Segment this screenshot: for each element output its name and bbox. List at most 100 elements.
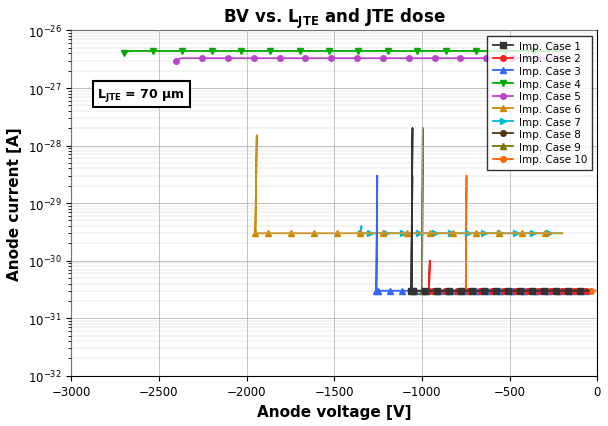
Imp. Case 1	[585, 288, 592, 294]
Imp. Case 10	[593, 288, 600, 294]
Imp. Case 4	[120, 52, 128, 57]
Imp. Case 1	[409, 288, 416, 294]
Imp. Case 5	[178, 57, 185, 62]
Imp. Case 9	[516, 288, 523, 294]
Line: Imp. Case 3: Imp. Case 3	[373, 173, 592, 294]
Imp. Case 9	[523, 288, 531, 294]
Imp. Case 7	[358, 224, 365, 229]
Imp. Case 7	[452, 231, 459, 236]
Line: Imp. Case 5: Imp. Case 5	[174, 56, 565, 64]
Imp. Case 8	[519, 288, 527, 294]
Imp. Case 10	[558, 288, 565, 294]
Imp. Case 9	[418, 288, 426, 294]
Imp. Case 10	[506, 288, 513, 294]
Line: Imp. Case 4: Imp. Case 4	[121, 49, 565, 57]
Imp. Case 5	[402, 57, 410, 62]
Imp. Case 2	[459, 288, 466, 294]
Line: Imp. Case 6: Imp. Case 6	[252, 133, 565, 236]
Imp. Case 6	[510, 231, 517, 236]
Imp. Case 3	[424, 288, 432, 294]
Imp. Case 8	[409, 288, 416, 294]
Imp. Case 4	[519, 49, 527, 55]
Imp. Case 6	[559, 231, 566, 236]
Imp. Case 3	[373, 288, 380, 294]
Imp. Case 9	[420, 288, 427, 294]
Imp. Case 3	[537, 288, 545, 294]
Imp. Case 1	[408, 288, 415, 294]
Imp. Case 2	[443, 288, 450, 294]
Imp. Case 9	[514, 288, 521, 294]
Imp. Case 2	[426, 288, 433, 294]
Imp. Case 1	[558, 288, 565, 294]
Imp. Case 10	[592, 288, 599, 294]
Imp. Case 3	[373, 288, 380, 294]
Imp. Case 7	[540, 231, 547, 236]
Imp. Case 1	[408, 288, 415, 294]
Imp. Case 7	[526, 231, 533, 236]
Imp. Case 10	[462, 288, 469, 294]
Imp. Case 8	[585, 288, 592, 294]
Imp. Case 10	[492, 288, 500, 294]
Imp. Case 2	[426, 259, 434, 264]
Imp. Case 4	[559, 49, 566, 55]
Imp. Case 8	[509, 288, 516, 294]
Imp. Case 3	[437, 288, 444, 294]
Imp. Case 2	[567, 288, 575, 294]
Imp. Case 6	[252, 231, 259, 236]
Imp. Case 9	[575, 288, 582, 294]
Line: Imp. Case 1: Imp. Case 1	[409, 126, 592, 294]
Title: BV vs. L$_{\mathregular{JTE}}$ and JTE dose: BV vs. L$_{\mathregular{JTE}}$ and JTE d…	[223, 7, 446, 31]
Imp. Case 1	[575, 288, 582, 294]
Imp. Case 6	[505, 231, 512, 236]
Line: Imp. Case 7: Imp. Case 7	[358, 224, 565, 236]
Imp. Case 3	[519, 288, 527, 294]
Imp. Case 6	[253, 134, 260, 139]
Imp. Case 8	[408, 288, 415, 294]
Imp. Case 7	[553, 231, 561, 236]
Imp. Case 1	[509, 288, 516, 294]
Imp. Case 2	[484, 288, 491, 294]
Imp. Case 1	[512, 288, 519, 294]
Imp. Case 5	[404, 57, 411, 62]
Imp. Case 3	[373, 174, 381, 179]
Imp. Case 10	[579, 288, 586, 294]
Line: Imp. Case 2: Imp. Case 2	[426, 258, 592, 294]
Imp. Case 8	[409, 174, 416, 179]
Text: L$_{\mathregular{JTE}}$ = 70 μm: L$_{\mathregular{JTE}}$ = 70 μm	[97, 86, 185, 104]
Imp. Case 1	[409, 127, 416, 132]
Imp. Case 4	[381, 49, 389, 55]
Line: Imp. Case 9: Imp. Case 9	[419, 126, 592, 294]
Legend: Imp. Case 1, Imp. Case 2, Imp. Case 3, Imp. Case 4, Imp. Case 5, Imp. Case 6, Im: Imp. Case 1, Imp. Case 2, Imp. Case 3, I…	[488, 37, 592, 170]
Line: Imp. Case 8: Imp. Case 8	[409, 173, 592, 294]
Imp. Case 5	[410, 57, 418, 62]
Imp. Case 4	[126, 49, 133, 55]
Imp. Case 7	[496, 231, 503, 236]
Imp. Case 8	[575, 288, 582, 294]
Imp. Case 5	[174, 58, 181, 63]
X-axis label: Anode voltage [V]: Anode voltage [V]	[257, 404, 412, 419]
Imp. Case 4	[390, 49, 397, 55]
Imp. Case 9	[560, 288, 567, 294]
Imp. Case 10	[463, 174, 470, 179]
Imp. Case 6	[485, 231, 492, 236]
Imp. Case 6	[537, 231, 544, 236]
Imp. Case 5	[499, 57, 506, 62]
Imp. Case 2	[522, 288, 530, 294]
Imp. Case 1	[519, 288, 527, 294]
Imp. Case 10	[462, 288, 469, 294]
Imp. Case 8	[408, 288, 415, 294]
Imp. Case 5	[524, 57, 531, 62]
Imp. Case 4	[382, 49, 390, 55]
Imp. Case 5	[559, 57, 566, 62]
Imp. Case 10	[543, 288, 550, 294]
Imp. Case 7	[357, 231, 364, 236]
Imp. Case 2	[475, 288, 482, 294]
Imp. Case 9	[585, 288, 592, 294]
Imp. Case 3	[487, 288, 494, 294]
Imp. Case 3	[541, 288, 548, 294]
Imp. Case 6	[332, 231, 339, 236]
Imp. Case 5	[173, 59, 180, 64]
Imp. Case 4	[491, 49, 499, 55]
Imp. Case 7	[537, 231, 544, 236]
Imp. Case 8	[512, 288, 519, 294]
